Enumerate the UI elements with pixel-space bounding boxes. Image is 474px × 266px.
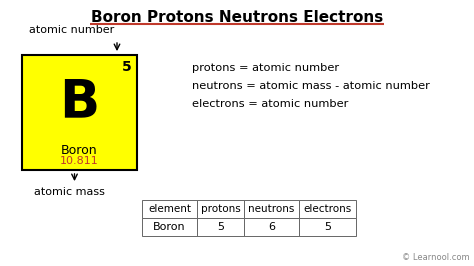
Text: 5: 5 bbox=[122, 60, 132, 74]
Text: Boron: Boron bbox=[153, 222, 186, 232]
Bar bbox=[142, 200, 197, 218]
Bar bbox=[142, 218, 197, 236]
Text: B: B bbox=[59, 77, 100, 128]
Text: 5: 5 bbox=[217, 222, 224, 232]
Bar bbox=[197, 200, 244, 218]
Text: neutrons = atomic mass - atomic number: neutrons = atomic mass - atomic number bbox=[192, 81, 430, 91]
Text: 6: 6 bbox=[268, 222, 275, 232]
Bar bbox=[197, 218, 244, 236]
Text: Boron: Boron bbox=[61, 144, 98, 157]
Text: electrons: electrons bbox=[303, 204, 352, 214]
Bar bbox=[244, 200, 299, 218]
Text: 5: 5 bbox=[324, 222, 331, 232]
Bar bbox=[299, 218, 356, 236]
Text: © Learnool.com: © Learnool.com bbox=[402, 253, 470, 262]
Bar bbox=[22, 55, 137, 170]
Text: 10.811: 10.811 bbox=[60, 156, 99, 166]
Bar bbox=[244, 218, 299, 236]
Text: atomic mass: atomic mass bbox=[34, 187, 105, 197]
Bar bbox=[299, 200, 356, 218]
Text: neutrons: neutrons bbox=[248, 204, 295, 214]
Text: electrons = atomic number: electrons = atomic number bbox=[192, 99, 348, 109]
Text: protons: protons bbox=[201, 204, 240, 214]
Text: Boron Protons Neutrons Electrons: Boron Protons Neutrons Electrons bbox=[91, 10, 383, 25]
Text: protons = atomic number: protons = atomic number bbox=[192, 63, 339, 73]
Text: atomic number: atomic number bbox=[29, 25, 114, 35]
Text: element: element bbox=[148, 204, 191, 214]
